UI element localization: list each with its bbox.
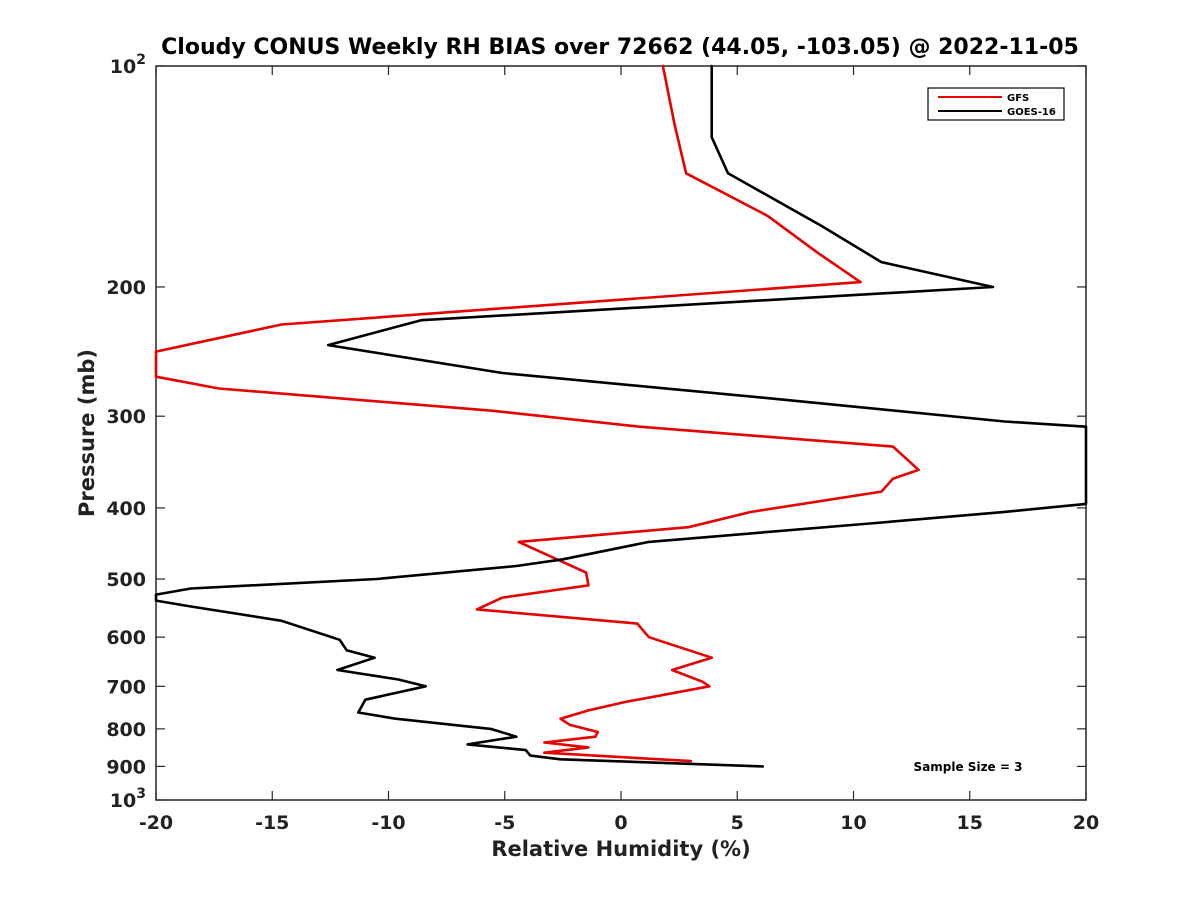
y-tick-label: 102	[110, 52, 146, 78]
x-tick-label: -15	[255, 812, 289, 834]
x-tick-label: -10	[371, 812, 405, 834]
x-tick-label: 10	[840, 812, 866, 834]
y-axis-label: Pressure (mb)	[75, 349, 99, 517]
plot-area: -20 -15 -10 -5 0 5 10 15 20 102 200 300 400 500 600 70…	[106, 52, 1099, 834]
y-tick-label: 103	[110, 786, 146, 812]
series-line-goes16	[154, 64, 1088, 768]
legend-label-goes16: GOES-16	[1007, 107, 1056, 118]
axes-frame	[155, 65, 1087, 801]
x-tick-label: 5	[731, 812, 744, 834]
x-axis-label: Relative Humidity (%)	[491, 837, 750, 861]
y-tick-label: 400	[106, 498, 146, 520]
x-axis-ticks: -20 -15 -10 -5 0 5 10 15 20	[139, 66, 1099, 834]
legend-label-gfs: GFS	[1007, 93, 1029, 104]
y-tick-label: 500	[106, 569, 146, 591]
y-tick-label: 200	[106, 277, 146, 299]
x-tick-label: 15	[957, 812, 983, 834]
y-tick-label: 700	[106, 676, 146, 698]
legend-box	[927, 87, 1065, 121]
y-tick-label: 600	[106, 627, 146, 649]
y-tick-label: 300	[106, 406, 146, 428]
y-tick-label: 900	[106, 756, 146, 778]
x-tick-label: 0	[614, 812, 627, 834]
y-axis-ticks: 102 200 300 400 500 600 700 800 900 103	[106, 52, 1086, 812]
x-tick-label: 20	[1073, 812, 1099, 834]
series-line-gfs	[154, 64, 920, 763]
x-tick-label: -5	[494, 812, 515, 834]
legend: GFS GOES-16	[927, 87, 1065, 121]
sample-size-annotation: Sample Size = 3	[914, 760, 1023, 774]
chart-title: Cloudy CONUS Weekly RH BIAS over 72662 (…	[161, 35, 1079, 60]
y-tick-label: 800	[106, 719, 146, 741]
x-tick-label: -20	[139, 812, 173, 834]
series-lines	[154, 64, 1088, 768]
